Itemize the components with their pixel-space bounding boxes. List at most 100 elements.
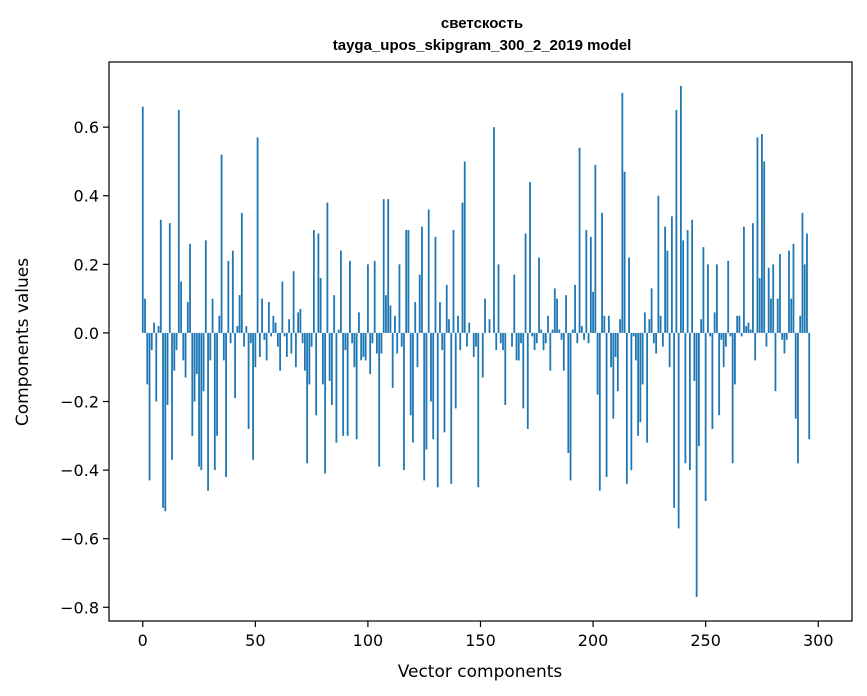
bar (713, 312, 716, 333)
bar (794, 332, 797, 419)
bar (495, 332, 498, 351)
bar (335, 332, 338, 443)
bar (288, 319, 291, 333)
bar (225, 332, 227, 477)
chart-title-line-1: светскость (441, 15, 523, 32)
bar (513, 274, 516, 333)
bar (373, 260, 376, 333)
bar (670, 216, 673, 333)
bar (369, 332, 372, 375)
bar (349, 260, 351, 333)
bar (754, 332, 757, 361)
bar (664, 226, 667, 333)
bar (792, 243, 795, 333)
bar (418, 274, 421, 333)
bar (454, 332, 457, 409)
bar (605, 332, 608, 477)
bar (166, 332, 169, 405)
bar (285, 332, 288, 357)
bar (342, 332, 345, 436)
bar (412, 332, 414, 443)
x-tick-label: 50 (245, 631, 265, 650)
bar (499, 332, 502, 344)
bar (220, 154, 223, 333)
bar (231, 250, 234, 333)
bar (389, 305, 392, 333)
bar (749, 329, 752, 333)
bar (756, 137, 759, 333)
bar (319, 278, 322, 333)
bar (164, 332, 167, 512)
bar (337, 329, 340, 333)
bar (504, 332, 507, 405)
bar (761, 134, 763, 333)
bar (175, 332, 178, 351)
x-tick-label: 150 (465, 631, 496, 650)
bar (801, 212, 804, 333)
y-tick-label: 0.4 (74, 187, 99, 206)
bar (767, 267, 770, 333)
bar (202, 332, 205, 392)
bar (585, 230, 588, 333)
bar (531, 332, 534, 337)
bar (790, 298, 793, 333)
bar (520, 332, 522, 344)
bar (808, 332, 811, 440)
bar (578, 147, 581, 333)
x-tick-label: 100 (353, 631, 384, 650)
bar (141, 106, 144, 333)
bar (198, 332, 200, 467)
bar (443, 332, 446, 433)
bar (806, 233, 808, 333)
bar (252, 332, 254, 460)
bar (686, 230, 689, 333)
bar (659, 315, 662, 333)
bar (238, 295, 241, 333)
bar (355, 332, 358, 440)
bar (711, 332, 714, 429)
bar (524, 233, 527, 333)
bar (783, 332, 786, 354)
bar (553, 288, 556, 333)
bar (177, 110, 180, 333)
x-axis-ticks: 0 50 100 150 200 250 300 (138, 621, 834, 650)
bar (619, 319, 621, 333)
bar (758, 278, 761, 333)
bar (517, 332, 520, 361)
bar (745, 326, 748, 333)
bar (430, 332, 432, 402)
bar (594, 164, 597, 333)
bar (173, 332, 176, 371)
bar (247, 332, 250, 429)
bar (497, 264, 500, 333)
bar (371, 332, 374, 344)
bar (603, 315, 606, 333)
bar (326, 202, 329, 333)
bar (551, 329, 554, 333)
bar (146, 332, 149, 385)
bar (292, 271, 295, 333)
bar (193, 332, 196, 402)
bar (270, 332, 273, 337)
x-tick-label: 250 (690, 631, 721, 650)
bar (308, 332, 311, 385)
bar (328, 332, 331, 381)
bar (421, 226, 423, 333)
bar (522, 332, 525, 409)
bar (445, 284, 448, 333)
bar (668, 332, 671, 368)
x-tick-label: 0 (138, 631, 148, 650)
bar (743, 226, 745, 333)
bar (641, 332, 644, 385)
bar (159, 219, 162, 333)
bar (162, 332, 164, 508)
bar (655, 332, 658, 354)
bar (673, 332, 676, 508)
bar (168, 223, 171, 333)
bar (688, 332, 691, 471)
bar (353, 332, 356, 368)
bar (544, 332, 547, 344)
bar (468, 322, 471, 333)
bar (722, 332, 725, 368)
